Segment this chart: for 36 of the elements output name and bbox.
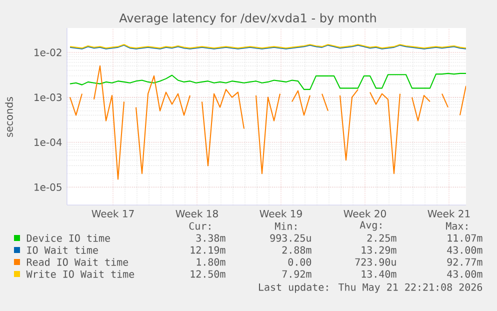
text: Max: <box>446 222 468 230</box>
text: 13.29m <box>362 246 396 254</box>
text: Cur: <box>189 222 210 230</box>
text: 3.38m <box>196 234 226 242</box>
y-tick-label: 1e-02 <box>34 48 62 56</box>
text: 7.92m <box>282 270 312 278</box>
text: 0.00 <box>288 258 312 266</box>
legend-label: Device IO time <box>26 234 110 242</box>
text: 2.25m <box>367 234 396 242</box>
text: 2.88m <box>282 246 312 254</box>
text: Min: <box>275 222 296 230</box>
legend-label: Read IO Wait time <box>26 258 128 266</box>
text: 13.40m <box>362 270 396 278</box>
y-tick-label: 1e-05 <box>34 183 62 191</box>
legend-label: Write IO Wait time <box>26 270 134 278</box>
legend-label: IO Wait time <box>27 246 98 254</box>
text: 723.90u <box>355 258 396 266</box>
x-tick-label: Week 21 <box>428 210 470 218</box>
text: 43.00m <box>447 270 482 278</box>
x-tick-label: Week 20 <box>344 210 386 218</box>
text: 11.07m <box>448 234 482 242</box>
text: 993.25u <box>270 234 311 242</box>
text: 92.77m <box>447 258 482 266</box>
y-tick-label: 1e-04 <box>34 138 62 146</box>
text: 43.00m <box>447 246 482 254</box>
text: 12.50m <box>190 270 226 278</box>
chart-title: Average latency for /dev/xvda1 - by month <box>119 13 376 25</box>
text: 12.19m <box>190 246 226 254</box>
text: 1.80m <box>196 258 226 266</box>
y-axis-title: seconds <box>5 97 13 137</box>
x-tick-label: Week 19 <box>260 210 302 218</box>
x-tick-label: Week 17 <box>92 210 134 218</box>
text: Avg: <box>360 221 382 231</box>
y-tick-label: 1e-03 <box>34 94 62 102</box>
x-tick-label: Week 18 <box>176 210 218 218</box>
text: Last update: Thu May 21 22:21:08 2026 <box>259 283 482 293</box>
